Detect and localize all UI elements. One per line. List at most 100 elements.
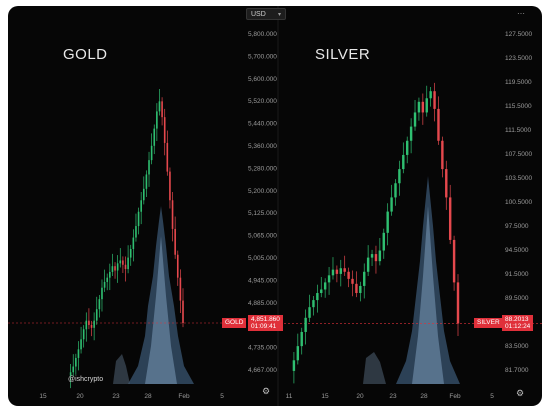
candle-body [433, 91, 436, 109]
candle-body [90, 324, 93, 328]
candle-body [421, 101, 425, 113]
candle-body [127, 257, 129, 270]
candle-body [124, 264, 127, 270]
candle-body [153, 128, 156, 146]
gear-icon[interactable]: ⚙ [262, 386, 271, 396]
candle-body [176, 254, 179, 278]
candle-body [316, 293, 319, 301]
currency-select-value: USD [251, 11, 266, 18]
candle-body [448, 197, 452, 240]
candle-body [308, 307, 311, 318]
candle-body [103, 281, 106, 288]
candle-body [441, 140, 444, 170]
x-tick-label: 23 [389, 393, 397, 400]
candle-body [72, 366, 75, 373]
candle-body [171, 200, 174, 229]
x-tick-label: 28 [420, 393, 428, 400]
candle-body [82, 329, 85, 340]
y-tick-label: 4,735.000 [248, 345, 277, 352]
candle-body [75, 357, 77, 367]
candle-body [109, 271, 111, 278]
x-tick-label: Feb [449, 393, 461, 400]
candle-body [394, 183, 397, 198]
y-tick-label: 5,360.000 [248, 143, 277, 150]
y-tick-label: 5,700.000 [248, 53, 277, 60]
candle-body [351, 278, 354, 284]
candle-body [156, 111, 158, 129]
candle-body [111, 266, 114, 272]
candle-body [343, 268, 346, 272]
last-price-badge-silver: 88.2013 01:12:24 [502, 315, 534, 332]
candle-body [327, 275, 331, 283]
candle-body [114, 266, 116, 271]
y-tick-label: 5,200.000 [248, 188, 277, 195]
y-tick-label: 97.5000 [505, 223, 529, 230]
candle-body [405, 140, 409, 155]
x-tick-label: 15 [321, 393, 329, 400]
candle-body [335, 269, 339, 274]
candle-body [429, 91, 432, 99]
y-tick-label: 4,945.000 [248, 277, 277, 284]
y-tick-label: 103.5000 [505, 175, 532, 182]
gear-icon[interactable]: ⚙ [516, 388, 525, 398]
candle-body [331, 269, 335, 276]
candle-body [409, 126, 413, 141]
y-tick-label: 111.5000 [505, 127, 532, 134]
candle-body [425, 98, 428, 113]
y-tick-label: 5,520.000 [248, 98, 277, 105]
candle-body [169, 171, 171, 201]
candle-body [135, 226, 137, 238]
candle-body [69, 372, 72, 376]
candle-body [452, 239, 456, 283]
y-tick-label: 94.5000 [505, 247, 529, 254]
candle-body [137, 211, 140, 227]
candle-body [179, 277, 182, 301]
last-price-value-silver: 88.2013 [505, 316, 529, 324]
candle-body [445, 169, 448, 198]
chart-screenshot: 5,800.000 5,700.000 5,600.000 5,520.000 5,44… [8, 6, 542, 406]
y-tick-label: 5,280.000 [248, 165, 277, 172]
x-tick-label: 20 [76, 393, 84, 400]
gold-candles [69, 88, 184, 389]
candle-body [182, 300, 184, 324]
y-tick-label: 115.5000 [505, 103, 532, 110]
gold-price-axis: 5,800.000 5,700.000 5,600.000 5,520.000 5,44… [248, 31, 277, 374]
candle-body [402, 154, 405, 170]
candle-body [106, 277, 109, 282]
x-tick-label: 28 [144, 393, 152, 400]
silver-price-axis: 127.5000 123.5000 119.5000 115.5000 111.5000… [505, 31, 532, 374]
candle-body [119, 260, 122, 264]
candle-body [413, 112, 417, 127]
candle-body [145, 174, 148, 189]
candle-body [312, 300, 315, 308]
chart-canvas: 5,800.000 5,700.000 5,600.000 5,520.000 5,44… [8, 6, 542, 406]
chart-title-gold: GOLD [63, 46, 108, 63]
candle-body [398, 169, 401, 184]
y-tick-label: 5,800.000 [248, 31, 277, 38]
candle-body [122, 260, 124, 265]
tower-illustration-gold [113, 206, 194, 384]
currency-select[interactable]: USD ▾ [246, 8, 286, 20]
silver-candles [292, 82, 460, 384]
candle-body [370, 254, 374, 258]
candle-body [355, 283, 358, 294]
y-tick-label: 119.5000 [505, 79, 532, 86]
more-dots-icon[interactable]: ⋯ [517, 9, 526, 18]
watermark-text: @ishcrypto [68, 376, 104, 383]
candle-body [148, 160, 150, 175]
y-tick-label: 83.5000 [505, 343, 529, 350]
candle-body [101, 287, 103, 300]
y-tick-label: 5,005.000 [248, 255, 277, 262]
candle-body [98, 299, 101, 310]
candle-body [77, 349, 80, 358]
silver-time-axis: 11 15 20 23 28 Feb 5 [286, 393, 495, 400]
y-tick-label: 107.5000 [505, 151, 532, 158]
candle-body [85, 320, 88, 330]
candle-body [142, 188, 145, 201]
candle-body [363, 271, 366, 286]
candle-body [320, 289, 323, 294]
x-tick-label: 23 [112, 393, 120, 400]
countdown-silver: 01:12:24 [505, 323, 531, 331]
candle-body [300, 331, 303, 347]
candle-body [129, 249, 132, 258]
